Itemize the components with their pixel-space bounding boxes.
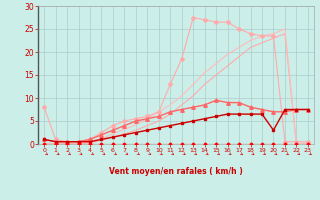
X-axis label: Vent moyen/en rafales ( km/h ): Vent moyen/en rafales ( km/h )	[109, 167, 243, 176]
